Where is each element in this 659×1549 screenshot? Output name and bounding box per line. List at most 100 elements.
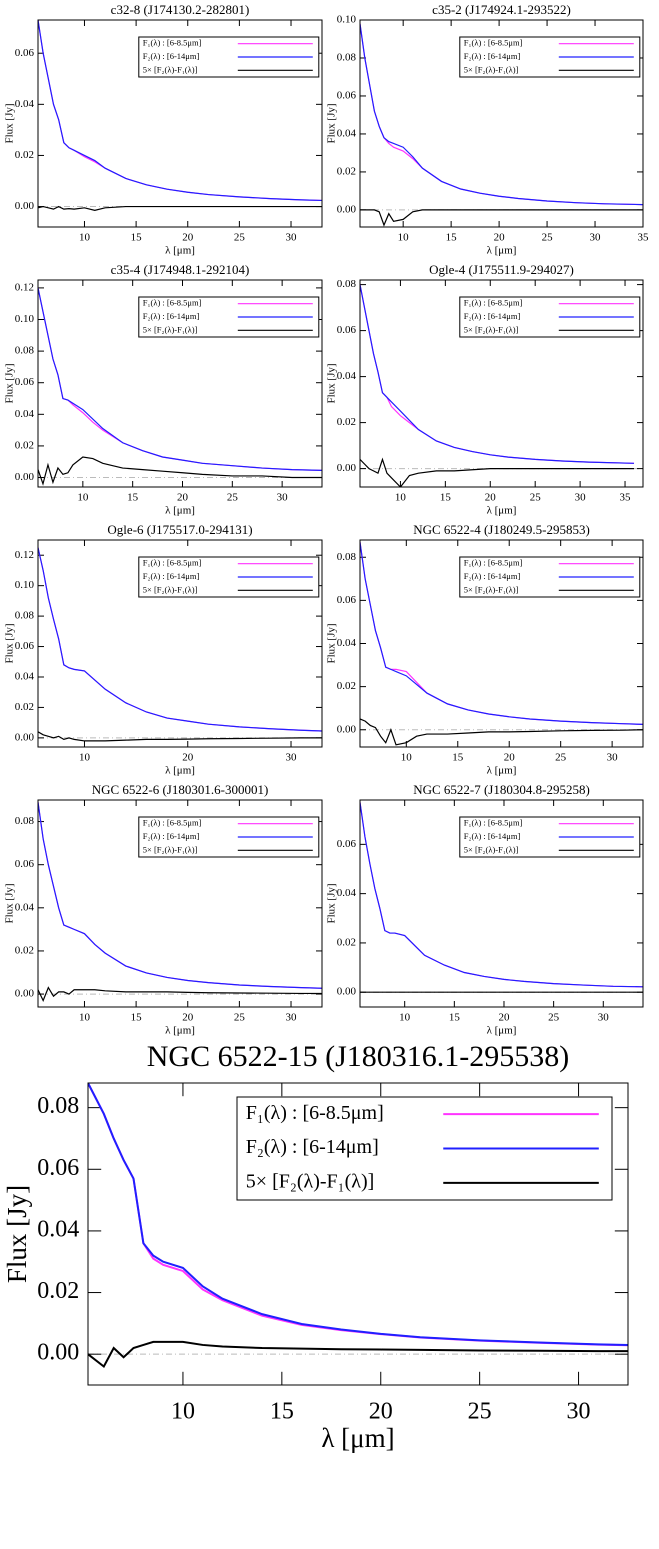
panel-title: NGC 6522-4 (J180249.5-295853) [413, 522, 590, 537]
legend-label: F₁(λ) : [6-8.5μm] [464, 558, 523, 568]
x-tick-label: 10 [79, 232, 91, 244]
x-tick-label: 20 [182, 232, 194, 244]
x-tick-label: 15 [449, 1012, 461, 1024]
x-tick-label: 30 [575, 492, 587, 504]
plot-frame [37, 279, 323, 488]
legend-label: 5× [F₂(λ)-F₁(λ)] [143, 844, 198, 854]
y-tick-label: 0.08 [337, 278, 357, 290]
y-tick-label: 0.00 [37, 1340, 79, 1366]
y-tick-label: 0.02 [337, 165, 356, 177]
y-axis-label: Flux [Jy] [4, 103, 16, 143]
y-tick-label: 0.00 [337, 203, 357, 215]
series-line [360, 457, 635, 487]
y-tick-label: 0.08 [15, 610, 35, 622]
x-axis-label: λ [μm] [165, 505, 195, 517]
y-tick-label: 0.00 [15, 988, 35, 1000]
y-tick-label: 0.04 [37, 1216, 79, 1242]
y-axis-label: Flux [Jy] [326, 363, 338, 403]
y-axis-label: Flux [Jy] [326, 623, 338, 663]
legend-label: F₂(λ) : [6-14μm] [143, 311, 200, 321]
y-tick-label: 0.10 [337, 14, 357, 26]
y-tick-label: 0.00 [337, 723, 357, 735]
y-tick-label: 0.08 [37, 1093, 79, 1119]
y-tick-label: 0.00 [337, 986, 357, 998]
y-tick-label: 0.00 [337, 462, 357, 474]
y-tick-label: 0.02 [337, 936, 356, 948]
x-tick-label: 30 [277, 492, 289, 504]
series-line [38, 802, 322, 989]
x-tick-label: 10 [77, 492, 89, 504]
legend-label: 5× [F₂(λ)-F₁(λ)] [143, 324, 198, 334]
x-tick-label: 10 [399, 1012, 411, 1024]
y-axis-label: Flux [Jy] [4, 363, 16, 403]
x-tick-label: 25 [468, 1399, 492, 1425]
x-axis-label: λ [μm] [487, 1025, 517, 1037]
y-tick-label: 0.04 [337, 887, 357, 899]
x-tick-label: 15 [131, 1012, 143, 1024]
y-tick-label: 0.12 [15, 549, 34, 561]
y-axis-label: Flux [Jy] [326, 103, 338, 143]
y-tick-label: 0.06 [15, 47, 35, 59]
x-tick-label: 30 [590, 232, 602, 244]
y-tick-label: 0.08 [337, 52, 357, 64]
y-tick-label: 0.04 [337, 127, 357, 139]
panel-title: NGC 6522-7 (J180304.8-295258) [413, 782, 590, 797]
legend-label: F₁(λ) : [6-8.5μm] [246, 1102, 384, 1124]
plot-frame [359, 19, 644, 228]
panel: NGC 6522-7 (J180304.8-295258) 0.00 0.02 0.0… [326, 782, 644, 1037]
y-tick-label: 0.08 [15, 345, 35, 357]
x-tick-label: 10 [395, 492, 407, 504]
y-tick-label: 0.06 [15, 640, 35, 652]
y-tick-label: 0.06 [15, 376, 35, 388]
series-line [360, 718, 643, 746]
legend-label: F₁(λ) : [6-8.5μm] [143, 818, 202, 828]
y-tick-label: 0.02 [15, 701, 34, 713]
series-line [38, 731, 322, 742]
panel: NGC 6522-15 (J180316.1-295538) 0.00 0.02 0.… [2, 1040, 629, 1453]
x-tick-label: 30 [286, 752, 298, 764]
y-tick-label: 0.04 [15, 408, 35, 420]
series-line [38, 986, 322, 1003]
panel: c35-2 (J174924.1-293522) 0.00 0.02 0.04 0.06… [326, 2, 649, 257]
y-tick-label: 0.06 [337, 324, 357, 336]
y-tick-label: 0.02 [37, 1278, 79, 1304]
panel-title: NGC 6522-15 (J180316.1-295538) [147, 1040, 569, 1073]
x-tick-label: 15 [270, 1399, 294, 1425]
legend-label: F₁(λ) : [6-8.5μm] [143, 298, 202, 308]
legend-label: 5× [F₂(λ)-F₁(λ)] [464, 844, 519, 854]
x-tick-label: 15 [452, 752, 464, 764]
y-tick-label: 0.06 [37, 1155, 79, 1181]
legend-label: 5× [F₂(λ)-F₁(λ)] [246, 1170, 374, 1192]
plot-frame [37, 19, 323, 228]
panel: Ogle-6 (J175517.0-294131) 0.00 0.02 0.04 0.0… [4, 522, 323, 777]
panel: NGC 6522-6 (J180301.6-300001) 0.00 0.02 0.0… [4, 782, 323, 1037]
y-axis-label: Flux [Jy] [2, 1185, 32, 1283]
x-tick-label: 20 [494, 232, 506, 244]
x-tick-label: 20 [498, 1012, 510, 1024]
panel: Ogle-4 (J175511.9-294027) 0.00 0.02 0.04 0.0… [326, 262, 644, 517]
series-line [360, 209, 643, 227]
y-tick-label: 0.08 [15, 815, 35, 827]
legend-label: F₂(λ) : [6-14μm] [464, 571, 521, 581]
y-tick-label: 0.04 [15, 98, 35, 110]
y-axis-label: Flux [Jy] [326, 883, 338, 923]
y-tick-label: 0.04 [337, 370, 357, 382]
series-line [88, 1083, 628, 1346]
x-tick-label: 10 [401, 752, 413, 764]
y-tick-label: 0.04 [15, 901, 35, 913]
legend-label: F₁(λ) : [6-8.5μm] [464, 298, 523, 308]
panel-title: Ogle-4 (J175511.9-294027) [429, 262, 574, 277]
legend-label: F₁(λ) : [6-8.5μm] [464, 38, 523, 48]
y-tick-label: 0.10 [15, 579, 35, 591]
plot-frame [359, 539, 644, 748]
x-tick-label: 10 [79, 1012, 91, 1024]
panel-title: c32-8 (J174130.2-282801) [111, 2, 250, 17]
x-tick-label: 35 [638, 232, 650, 244]
y-tick-label: 0.02 [337, 416, 356, 428]
legend-label: F₂(λ) : [6-14μm] [464, 51, 521, 61]
x-tick-label: 30 [286, 232, 298, 244]
legend-label: 5× [F₂(λ)-F₁(λ)] [464, 64, 519, 74]
series-line [360, 542, 643, 725]
y-tick-label: 0.04 [337, 637, 357, 649]
x-tick-label: 10 [171, 1399, 195, 1425]
